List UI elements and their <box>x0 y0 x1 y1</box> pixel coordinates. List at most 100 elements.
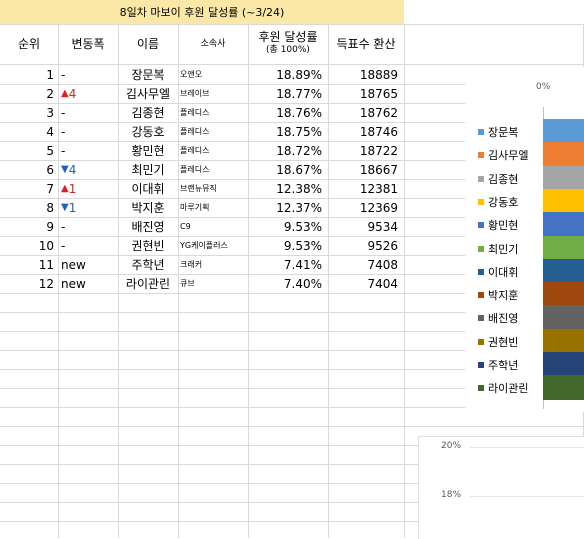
cell-change[interactable]: - <box>61 67 66 82</box>
cell-change[interactable]: ▼ 4 <box>58 160 118 179</box>
grid-vline <box>404 24 405 538</box>
chart-bar <box>543 328 584 354</box>
grid-hline <box>0 312 584 313</box>
cell-change[interactable]: - <box>61 124 66 139</box>
cell-votes[interactable]: 9526 <box>367 238 398 253</box>
cell-change[interactable]: ▲ 1 <box>58 179 118 198</box>
cell-agency[interactable]: 브레이브 <box>180 89 210 98</box>
cell-rank[interactable]: 4 <box>46 124 54 139</box>
cell-name[interactable]: 배진영 <box>131 220 165 234</box>
cell-name[interactable]: 김종현 <box>131 106 165 120</box>
cell-name[interactable]: 박지훈 <box>131 201 165 215</box>
cell-rate[interactable]: 7.41% <box>283 257 322 272</box>
cell-votes[interactable]: 18765 <box>359 86 398 101</box>
cell-change[interactable]: - <box>61 238 66 253</box>
sheet-title[interactable]: 8일차 마보이 후원 달성률 (~3/24) <box>0 0 404 25</box>
legend-swatch <box>478 362 484 368</box>
cell-rate[interactable]: 12.38% <box>276 181 322 196</box>
cell-name[interactable]: 라이관린 <box>125 277 171 291</box>
chart2-tick-label: 18% <box>441 490 462 500</box>
header-rate[interactable]: 후원 달성률 (총 100%) <box>258 30 318 56</box>
chart-bar <box>543 352 584 377</box>
cell-rate[interactable]: 12.37% <box>276 200 322 215</box>
cell-name[interactable]: 장문복 <box>131 68 165 82</box>
chart-bar <box>543 258 584 284</box>
cell-change[interactable]: - <box>61 143 66 158</box>
axis-zero-label: 0% <box>536 82 551 92</box>
cell-rate[interactable]: 9.53% <box>283 219 322 234</box>
cell-agency[interactable]: YG케이플러스 <box>180 241 228 250</box>
cell-change[interactable]: new <box>61 276 86 291</box>
cell-votes[interactable]: 18667 <box>359 162 398 177</box>
cell-votes[interactable]: 7408 <box>367 257 398 272</box>
cell-votes[interactable]: 12369 <box>359 200 398 215</box>
cell-rate[interactable]: 18.75% <box>276 124 322 139</box>
cell-rank[interactable]: 12 <box>38 276 54 291</box>
header-agency[interactable]: 소속사 <box>200 38 226 49</box>
cell-agency[interactable]: 큐브 <box>180 279 195 288</box>
cell-agency[interactable]: 브랜뉴뮤직 <box>180 184 217 193</box>
cell-name[interactable]: 주학년 <box>131 258 165 272</box>
chart-bar <box>543 212 584 238</box>
chart-bar <box>543 375 584 401</box>
cell-rank[interactable]: 6 <box>46 162 54 177</box>
cell-rate[interactable]: 18.76% <box>276 105 322 120</box>
cell-name[interactable]: 최민기 <box>131 163 165 177</box>
cell-name[interactable]: 권현빈 <box>131 239 165 253</box>
legend-label: 강동호 <box>488 195 519 209</box>
cell-rate[interactable]: 9.53% <box>283 238 322 253</box>
cell-name[interactable]: 강동호 <box>131 125 165 139</box>
cell-change[interactable]: - <box>61 219 66 234</box>
grid-hline <box>0 407 584 408</box>
chart-bar <box>543 165 584 191</box>
cell-change[interactable]: new <box>61 257 86 272</box>
cell-agency[interactable]: 오앤오 <box>180 70 203 79</box>
line-chart-panel[interactable] <box>418 436 584 539</box>
legend-label: 권현빈 <box>488 335 519 349</box>
header-rank[interactable]: 순위 <box>17 36 41 51</box>
cell-rank[interactable]: 3 <box>46 105 54 120</box>
cell-agency[interactable]: 마루기획 <box>180 203 210 212</box>
cell-agency[interactable]: 플레디스 <box>180 165 210 174</box>
cell-change[interactable]: ▼ 1 <box>58 198 118 217</box>
cell-rank[interactable]: 1 <box>46 67 54 82</box>
cell-rank[interactable]: 2 <box>46 86 54 101</box>
cell-rate[interactable]: 18.77% <box>276 86 322 101</box>
cell-change[interactable]: ▲ 4 <box>58 84 118 103</box>
header-name[interactable]: 이름 <box>136 36 160 51</box>
cell-agency[interactable]: 크래커 <box>180 260 203 269</box>
cell-agency[interactable]: C9 <box>180 222 191 231</box>
chart2-gridline <box>470 447 584 448</box>
cell-rank[interactable]: 7 <box>46 181 54 196</box>
header-change[interactable]: 변동폭 <box>71 36 105 51</box>
cell-rate[interactable]: 18.72% <box>276 143 322 158</box>
cell-votes[interactable]: 18746 <box>359 124 398 139</box>
cell-rate[interactable]: 7.40% <box>283 276 322 291</box>
cell-agency[interactable]: 플레디스 <box>180 127 210 136</box>
change-value: 1 <box>68 181 77 196</box>
cell-votes[interactable]: 12381 <box>359 181 398 196</box>
cell-agency[interactable]: 플레디스 <box>180 146 210 155</box>
legend-swatch <box>478 338 484 345</box>
cell-change[interactable]: - <box>61 105 66 120</box>
header-votes[interactable]: 득표수 환산 <box>336 36 396 51</box>
cell-rank[interactable]: 8 <box>46 200 54 215</box>
cell-name[interactable]: 황민현 <box>131 144 165 158</box>
cell-rank[interactable]: 11 <box>38 257 54 272</box>
cell-votes[interactable]: 18762 <box>359 105 398 120</box>
legend-label: 박지훈 <box>488 289 519 303</box>
cell-name[interactable]: 김사무엘 <box>125 87 171 101</box>
cell-rank[interactable]: 10 <box>38 238 54 253</box>
cell-agency[interactable]: 플레디스 <box>180 108 210 117</box>
cell-rank[interactable]: 9 <box>46 219 54 234</box>
cell-votes[interactable]: 18722 <box>359 143 398 158</box>
legend-item: 장문복 <box>478 124 518 140</box>
cell-votes[interactable]: 7404 <box>367 276 398 291</box>
cell-votes[interactable]: 18889 <box>359 67 398 82</box>
cell-votes[interactable]: 9534 <box>367 219 398 234</box>
cell-rate[interactable]: 18.89% <box>276 67 322 82</box>
cell-name[interactable]: 이대휘 <box>131 182 165 196</box>
cell-rate[interactable]: 18.67% <box>276 162 322 177</box>
empty-cell-area[interactable] <box>404 0 584 25</box>
cell-rank[interactable]: 5 <box>46 143 54 158</box>
